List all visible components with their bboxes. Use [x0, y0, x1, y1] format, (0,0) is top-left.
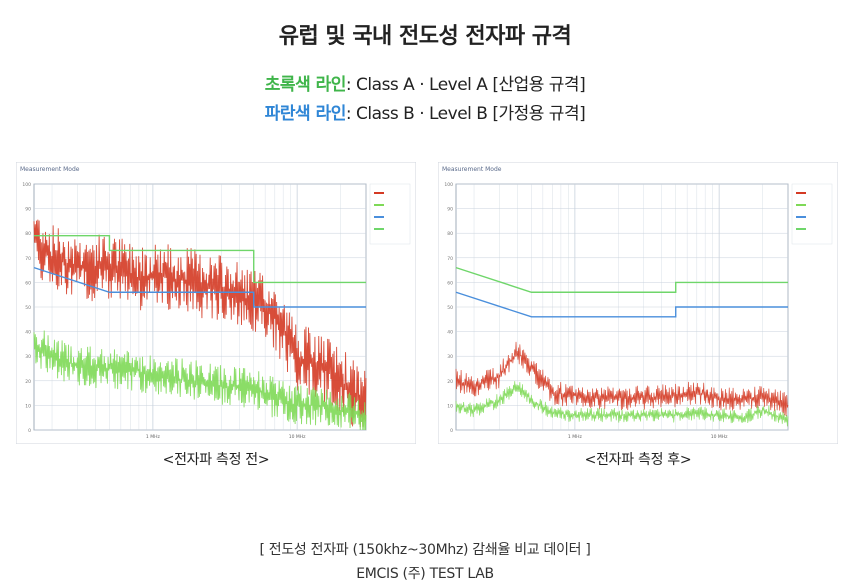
y-tick-label: 30 — [447, 354, 453, 360]
y-tick-label: 40 — [25, 330, 31, 336]
y-tick-label: 0 — [28, 428, 31, 434]
page-title: 유럽 및 국내 전도성 전자파 규격 — [278, 24, 572, 49]
x-tick-label: 10 MHz — [289, 434, 306, 440]
green-line-label: 초록색 라인 — [264, 75, 347, 95]
green-limit-line — [455, 266, 788, 293]
chart-panel-before: Measurement Mode 0 10 20 30 40 50 60 70 80 90 100 1 … — [16, 162, 416, 444]
y-tick-label: 50 — [447, 305, 453, 311]
y-tick-label: 0 — [450, 428, 453, 434]
blue-line-label: 파란색 라인 — [264, 104, 347, 124]
red-measurement-trace — [455, 341, 789, 417]
y-tick-label: 20 — [25, 379, 31, 385]
x-tick-label: 10 MHz — [711, 434, 728, 440]
y-tick-label: 30 — [25, 354, 31, 360]
x-tick-label: 1 MHz — [146, 434, 161, 440]
caption-before: <전자파 측정 전> — [162, 452, 270, 468]
y-tick-label: 100 — [22, 182, 31, 188]
green-limit-line — [34, 234, 366, 284]
legend-swatch-blue — [796, 216, 806, 218]
caption-after: <전자파 측정 후> — [584, 452, 692, 468]
y-tick-label: 20 — [447, 379, 453, 385]
legend-swatch-limit — [374, 228, 384, 230]
y-tick-label: 90 — [25, 207, 31, 213]
y-tick-label: 70 — [447, 256, 453, 262]
emi-chart-after: Measurement Mode 0 10 20 30 40 50 60 70 80 90 100 1 … — [438, 162, 838, 444]
y-tick-label: 80 — [447, 231, 453, 237]
legend-green-line: 초록색 라인: Class A · Level A [산업용 규격] — [0, 70, 850, 95]
y-tick-label: 90 — [447, 207, 453, 213]
y-tick-label: 10 — [447, 403, 453, 409]
y-tick-label: 70 — [25, 256, 31, 262]
emi-chart-before: Measurement Mode 0 10 20 30 40 50 60 70 80 90 100 1 … — [16, 162, 416, 444]
chart-panel-after: Measurement Mode 0 10 20 30 40 50 60 70 80 90 100 1 … — [438, 162, 838, 444]
blue-limit-line — [455, 291, 788, 318]
green-line-description: : Class A · Level A [산업용 규격] — [345, 75, 586, 95]
y-tick-label: 60 — [447, 280, 453, 286]
y-tick-label: 100 — [444, 182, 453, 188]
y-tick-label: 40 — [447, 330, 453, 336]
legend-blue-line: 파란색 라인: Class B · Level B [가정용 규격] — [0, 99, 850, 124]
legend-swatch-red — [796, 192, 806, 194]
y-tick-label: 10 — [25, 403, 31, 409]
y-tick-label: 50 — [25, 305, 31, 311]
legend-swatch-green — [374, 204, 384, 206]
y-tick-label: 80 — [25, 231, 31, 237]
footer-note: [ 전도성 전자파 (150khz~30Mhz) 감쇄율 비교 데이터 ] — [259, 542, 591, 558]
legend-swatch-limit — [796, 228, 806, 230]
red-measurement-trace — [33, 219, 367, 427]
legend-swatch-red — [374, 192, 384, 194]
legend-swatch-blue — [374, 216, 384, 218]
legend-swatch-green — [796, 204, 806, 206]
blue-line-description: : Class B · Level B [가정용 규격] — [345, 104, 586, 124]
footer-company: EMCIS (주) TEST LAB — [356, 566, 494, 582]
y-tick-label: 60 — [25, 280, 31, 286]
chart-panel-title: Measurement Mode — [20, 166, 80, 173]
green-measurement-trace — [455, 381, 789, 427]
green-measurement-trace — [33, 330, 367, 431]
blue-limit-line — [33, 266, 366, 308]
x-tick-label: 1 MHz — [568, 434, 583, 440]
chart-panel-title: Measurement Mode — [442, 166, 502, 173]
